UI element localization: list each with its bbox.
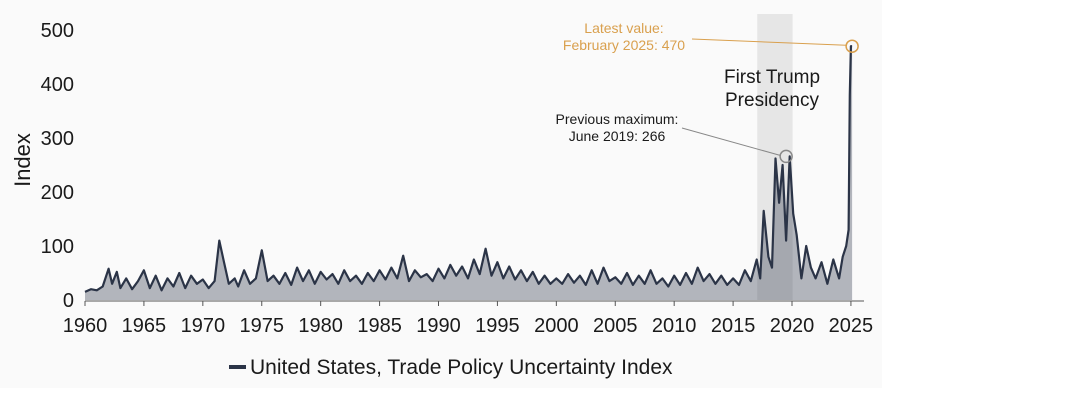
trade-policy-uncertainty-chart: First Trump Presidency 0 100 200 300 400 500 Ind… — [10, 14, 874, 379]
x-tick-label: 2005 — [593, 315, 638, 337]
x-tick-label: 1975 — [240, 315, 285, 337]
chart-container: First Trump Presidency 0 100 200 300 400 500 Ind… — [10, 14, 874, 379]
shaded-region-label: First Trump Presidency — [724, 67, 820, 111]
latest-value-leader-line — [691, 38, 847, 46]
previous-maximum-leader-line — [681, 127, 781, 156]
y-tick-label: 300 — [41, 128, 74, 150]
shaded-region-first-trump-presidency — [757, 14, 793, 300]
legend-label: United States, Trade Policy Uncertainty … — [250, 356, 673, 379]
x-tick-label: 1985 — [357, 315, 402, 337]
y-tick-label: 200 — [41, 182, 74, 204]
y-tick-label: 0 — [63, 290, 74, 312]
x-tick-label: 2015 — [711, 315, 756, 337]
x-tick-label: 1980 — [298, 315, 343, 337]
x-tick-label: 1965 — [122, 315, 167, 337]
y-axis-label: Index — [10, 133, 35, 187]
latest-value-marker — [845, 39, 859, 53]
series-area — [85, 46, 853, 301]
x-tick-label: 1970 — [181, 315, 226, 337]
x-tick-label: 2010 — [652, 315, 697, 337]
previous-maximum-marker — [779, 149, 793, 164]
x-tick-label: 1990 — [416, 315, 461, 337]
x-tick-label: 2000 — [534, 315, 579, 337]
y-tick-label: 500 — [41, 20, 74, 42]
x-tick-label: 2025 — [829, 315, 874, 337]
y-tick-label: 400 — [41, 74, 74, 96]
x-tick-label: 1960 — [63, 315, 108, 337]
previous-maximum-annotation: Previous maximum: June 2019: 266 — [556, 111, 679, 144]
y-tick-label: 100 — [41, 236, 74, 258]
x-tick-label: 2020 — [770, 315, 815, 337]
latest-value-annotation: Latest value: February 2025: 470 — [563, 20, 685, 53]
series-line — [84, 45, 853, 293]
x-tick-label: 1995 — [475, 315, 520, 337]
